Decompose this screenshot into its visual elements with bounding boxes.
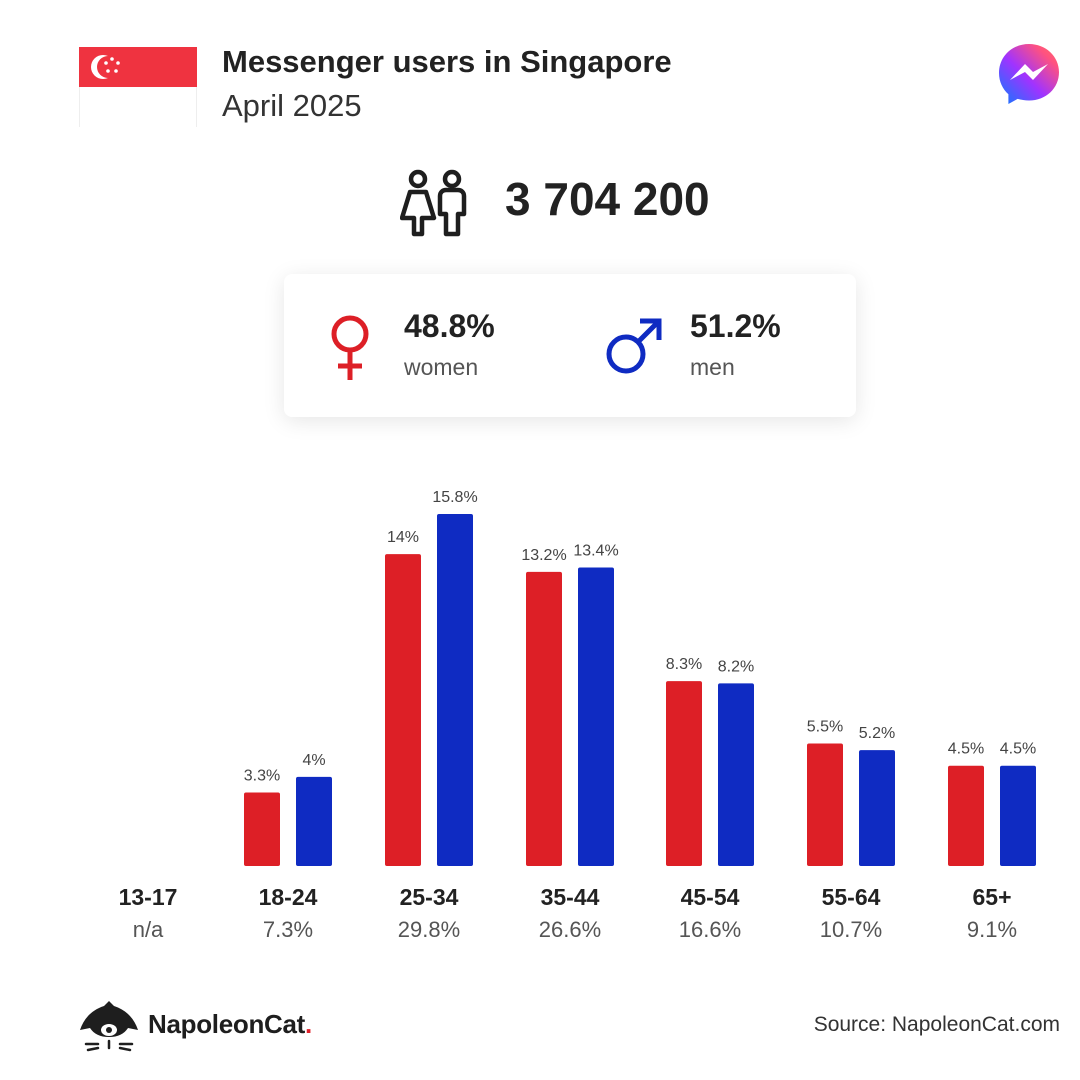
women-percentage: 48.8% bbox=[404, 308, 495, 344]
data-label-men-55-64: 5.2% bbox=[859, 725, 895, 742]
data-label-men-35-44: 13.4% bbox=[573, 542, 618, 559]
category-total-65+: 9.1% bbox=[966, 917, 1018, 942]
bar-women-35-44 bbox=[526, 571, 562, 866]
tick-label-45-54: 45-54 bbox=[680, 884, 740, 910]
bar-men-35-44 bbox=[578, 567, 614, 866]
tick-label-25-34: 25-34 bbox=[399, 884, 459, 910]
category-total-45-54: 16.6% bbox=[678, 917, 742, 942]
data-label-men-25-34: 15.8% bbox=[432, 489, 477, 506]
tick-label-13-17: 13-17 bbox=[118, 884, 178, 910]
napoleoncat-wordmark: NapoleonCat. bbox=[148, 1009, 312, 1040]
bar-men-25-34 bbox=[437, 514, 473, 866]
category-total-55-64: 10.7% bbox=[819, 917, 883, 942]
data-label-men-65+: 4.5% bbox=[1000, 741, 1036, 758]
data-label-women-45-54: 8.3% bbox=[666, 656, 702, 673]
female-symbol-icon bbox=[331, 315, 369, 380]
data-label-women-25-34: 14% bbox=[387, 529, 419, 546]
category-total-13-17: n/a bbox=[132, 917, 164, 942]
women-label: women bbox=[404, 354, 479, 380]
data-label-women-55-64: 5.5% bbox=[807, 718, 843, 735]
data-label-women-35-44: 13.2% bbox=[521, 547, 566, 564]
men-label: men bbox=[690, 354, 735, 380]
bar-men-55-64 bbox=[859, 750, 895, 866]
bar-men-45-54 bbox=[718, 683, 754, 866]
data-label-men-18-24: 4% bbox=[302, 752, 325, 769]
brand-dot: . bbox=[305, 1009, 312, 1039]
page-subtitle: April 2025 bbox=[222, 88, 362, 123]
bar-women-45-54 bbox=[666, 681, 702, 866]
page-title: Messenger users in Singapore bbox=[222, 44, 672, 79]
users-icon bbox=[400, 169, 467, 237]
singapore-flag-icon bbox=[79, 47, 197, 127]
messenger-logo-icon bbox=[999, 44, 1059, 104]
napoleoncat-logo-icon bbox=[80, 1001, 138, 1052]
gender-card: 48.8% women 51.2% men bbox=[284, 274, 856, 417]
tick-label-65+: 65+ bbox=[972, 884, 1012, 910]
brand-name: NapoleonCat bbox=[148, 1009, 306, 1039]
male-symbol-icon bbox=[606, 318, 662, 374]
bar-men-18-24 bbox=[296, 776, 332, 866]
bar-women-25-34 bbox=[385, 554, 421, 866]
total-users: 3 704 200 bbox=[505, 173, 710, 225]
bar-women-18-24 bbox=[244, 792, 280, 866]
bar-women-55-64 bbox=[807, 743, 843, 866]
men-percentage: 51.2% bbox=[690, 308, 781, 344]
category-total-25-34: 29.8% bbox=[397, 917, 461, 942]
data-label-men-45-54: 8.2% bbox=[718, 658, 754, 675]
category-total-18-24: 7.3% bbox=[262, 917, 314, 942]
data-label-women-65+: 4.5% bbox=[948, 741, 984, 758]
tick-label-55-64: 55-64 bbox=[821, 884, 881, 910]
bar-women-65+ bbox=[948, 765, 984, 866]
bar-men-65+ bbox=[1000, 765, 1036, 866]
category-total-35-44: 26.6% bbox=[538, 917, 602, 942]
tick-label-35-44: 35-44 bbox=[540, 884, 600, 910]
data-label-women-18-24: 3.3% bbox=[244, 767, 280, 784]
source-link[interactable]: Source: NapoleonCat.com bbox=[813, 1013, 1060, 1036]
tick-label-18-24: 18-24 bbox=[258, 884, 318, 910]
